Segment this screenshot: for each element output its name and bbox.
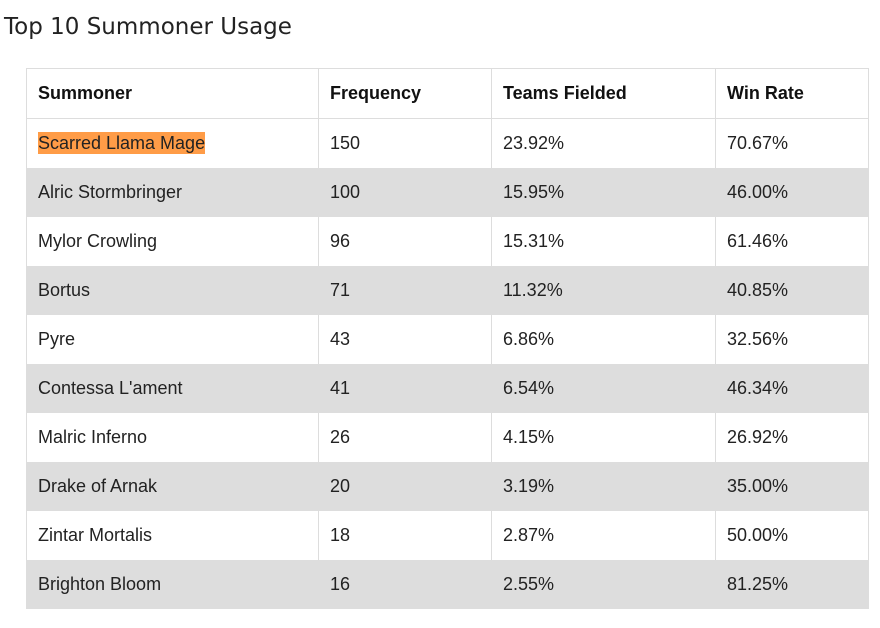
frequency-cell: 26	[318, 412, 492, 462]
frequency-cell: 16	[318, 559, 492, 609]
column-header-teams-fielded: Teams Fielded	[491, 68, 716, 119]
win-rate-cell: 70.67%	[715, 118, 869, 168]
frequency-cell: 20	[318, 461, 492, 511]
win-rate-cell: 46.00%	[715, 167, 869, 217]
frequency-cell: 71	[318, 265, 492, 315]
table-row: Scarred Llama Mage 150 23.92% 70.67%	[26, 118, 869, 168]
table-header-row: Summoner Frequency Teams Fielded Win Rat…	[26, 68, 869, 119]
summoner-cell: Bortus	[26, 265, 319, 315]
table-header: Summoner Frequency Teams Fielded Win Rat…	[26, 68, 869, 119]
teams-fielded-cell: 23.92%	[491, 118, 716, 168]
teams-fielded-cell: 3.19%	[491, 461, 716, 511]
table-row: Bortus 71 11.32% 40.85%	[26, 265, 869, 315]
column-header-frequency: Frequency	[318, 68, 492, 119]
table-row: Malric Inferno 26 4.15% 26.92%	[26, 412, 869, 462]
table-row: Pyre 43 6.86% 32.56%	[26, 314, 869, 364]
frequency-cell: 43	[318, 314, 492, 364]
highlighted-summoner-name: Scarred Llama Mage	[38, 131, 206, 154]
win-rate-cell: 81.25%	[715, 559, 869, 609]
column-header-summoner: Summoner	[26, 68, 319, 119]
table-row: Drake of Arnak 20 3.19% 35.00%	[26, 461, 869, 511]
teams-fielded-cell: 11.32%	[491, 265, 716, 315]
table-row: Zintar Mortalis 18 2.87% 50.00%	[26, 510, 869, 560]
win-rate-cell: 40.85%	[715, 265, 869, 315]
win-rate-cell: 35.00%	[715, 461, 869, 511]
frequency-cell: 41	[318, 363, 492, 413]
table-row: Alric Stormbringer 100 15.95% 46.00%	[26, 167, 869, 217]
summoner-cell: Brighton Bloom	[26, 559, 319, 609]
teams-fielded-cell: 4.15%	[491, 412, 716, 462]
summoner-cell: Zintar Mortalis	[26, 510, 319, 560]
teams-fielded-cell: 15.95%	[491, 167, 716, 217]
teams-fielded-cell: 15.31%	[491, 216, 716, 266]
frequency-cell: 96	[318, 216, 492, 266]
table-row: Brighton Bloom 16 2.55% 81.25%	[26, 559, 869, 609]
summoner-cell: Malric Inferno	[26, 412, 319, 462]
teams-fielded-cell: 6.86%	[491, 314, 716, 364]
summoner-usage-table: Summoner Frequency Teams Fielded Win Rat…	[26, 68, 869, 609]
summoner-cell: Drake of Arnak	[26, 461, 319, 511]
frequency-cell: 18	[318, 510, 492, 560]
frequency-cell: 100	[318, 167, 492, 217]
summoner-cell: Contessa L'ament	[26, 363, 319, 413]
summoner-cell: Scarred Llama Mage	[26, 118, 319, 168]
win-rate-cell: 61.46%	[715, 216, 869, 266]
summoner-cell: Pyre	[26, 314, 319, 364]
table-row: Contessa L'ament 41 6.54% 46.34%	[26, 363, 869, 413]
win-rate-cell: 46.34%	[715, 363, 869, 413]
teams-fielded-cell: 6.54%	[491, 363, 716, 413]
summoner-cell: Alric Stormbringer	[26, 167, 319, 217]
page-title: Top 10 Summoner Usage	[4, 14, 292, 40]
win-rate-cell: 26.92%	[715, 412, 869, 462]
table-body: Scarred Llama Mage 150 23.92% 70.67% Alr…	[26, 118, 869, 609]
teams-fielded-cell: 2.87%	[491, 510, 716, 560]
summoner-usage-table-container: Summoner Frequency Teams Fielded Win Rat…	[26, 68, 869, 609]
win-rate-cell: 50.00%	[715, 510, 869, 560]
teams-fielded-cell: 2.55%	[491, 559, 716, 609]
frequency-cell: 150	[318, 118, 492, 168]
win-rate-cell: 32.56%	[715, 314, 869, 364]
table-row: Mylor Crowling 96 15.31% 61.46%	[26, 216, 869, 266]
column-header-win-rate: Win Rate	[715, 68, 869, 119]
summoner-cell: Mylor Crowling	[26, 216, 319, 266]
